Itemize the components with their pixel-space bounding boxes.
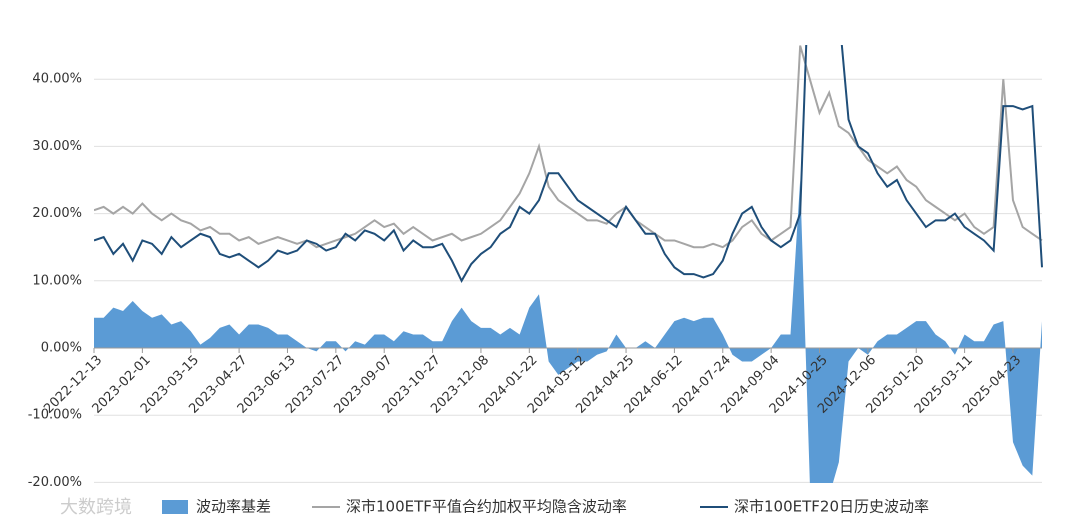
legend-label: 深市100ETF平值合约加权平均隐含波动率: [346, 498, 627, 516]
y-tick-label: 20.00%: [32, 206, 82, 221]
legend-label: 波动率基差: [196, 498, 271, 516]
y-tick-label: -20.00%: [28, 475, 82, 490]
watermark: 大数跨境: [60, 497, 132, 518]
legend-swatch: [162, 500, 188, 514]
plot-area: [94, 45, 1043, 483]
y-tick-label: 30.00%: [32, 139, 82, 154]
line-series: [94, 45, 1043, 249]
y-tick-label: 0.00%: [41, 341, 82, 356]
y-tick-label: 40.00%: [32, 72, 82, 87]
line-series: [94, 45, 1043, 283]
legend-label: 深市100ETF20日历史波动率: [734, 498, 929, 516]
y-tick-label: 10.00%: [32, 273, 82, 288]
y-tick-label: -10.00%: [28, 408, 82, 423]
area-series: [94, 180, 1042, 483]
